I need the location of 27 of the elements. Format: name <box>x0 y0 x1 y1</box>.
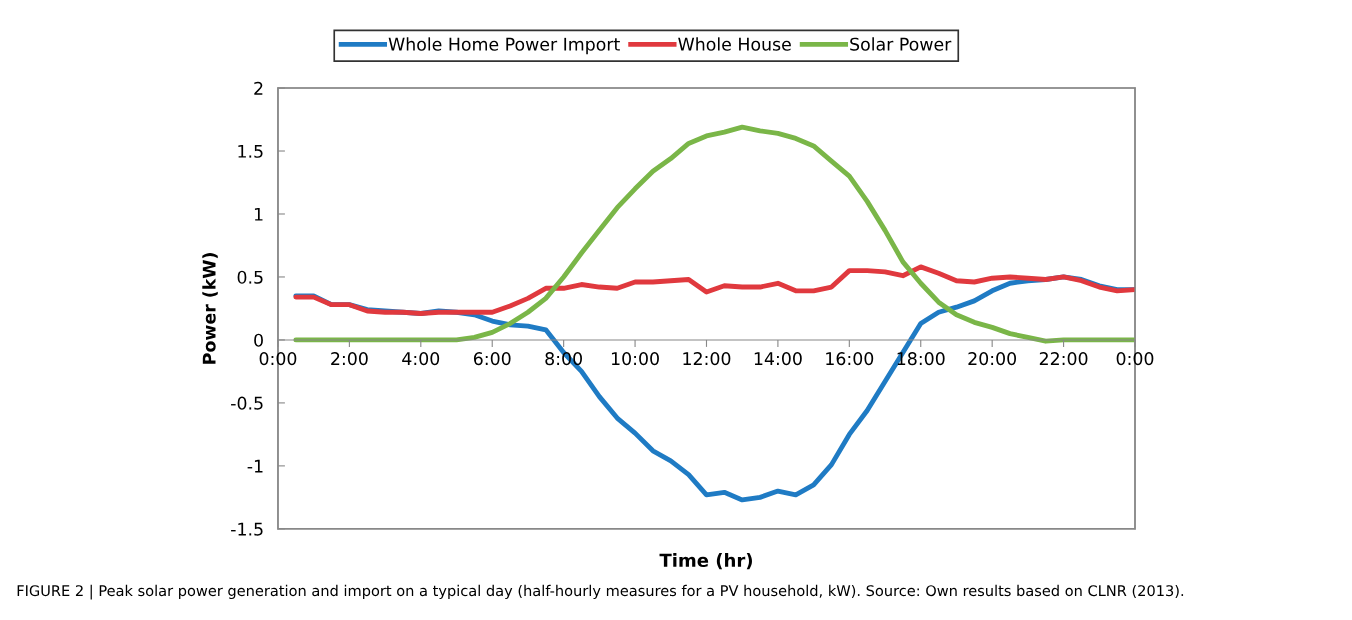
x-tick-label: 0:00 <box>259 352 297 366</box>
x-axis-title: Time (hr) <box>659 553 752 570</box>
x-tick-label: 12:00 <box>683 352 731 366</box>
y-tick-label: 1 <box>254 207 263 221</box>
x-tick-label: 16:00 <box>826 352 874 366</box>
x-tick-label: 14:00 <box>754 352 802 366</box>
line-series <box>293 264 1135 316</box>
x-tick-label: 10:00 <box>611 352 659 366</box>
y-tick-label: 2 <box>254 81 263 95</box>
y-axis-title: Power (kW) <box>202 253 218 364</box>
x-tick-label: 22:00 <box>1039 352 1088 366</box>
x-tick-label: 4:00 <box>402 352 440 366</box>
x-tick-label: 0:00 <box>1116 352 1154 366</box>
caption: FIGURE 2 | Peak solar power generation and import on a typical day (half-hourly measures for a PV household, kW). Source: Own results based on CLNR (2013). <box>17 584 1184 600</box>
y-tick-label: 0.5 <box>237 270 263 284</box>
legend-label: Solar Power <box>850 37 952 51</box>
x-tick-label: 20:00 <box>968 352 1017 366</box>
line-series <box>293 124 1135 344</box>
y-tick-label: 0 <box>254 333 263 347</box>
y-tick-label: -0.5 <box>231 396 263 410</box>
y-tick-label: -1.5 <box>231 522 263 536</box>
x-tick-label: 6:00 <box>473 352 511 366</box>
legend-label: Whole Home Power Import <box>388 37 620 55</box>
y-tick-label: -1 <box>247 459 263 473</box>
x-tick-label: 2:00 <box>331 352 368 366</box>
legend-label: Whole House <box>678 37 791 51</box>
y-tick-label: 1.5 <box>238 144 263 158</box>
